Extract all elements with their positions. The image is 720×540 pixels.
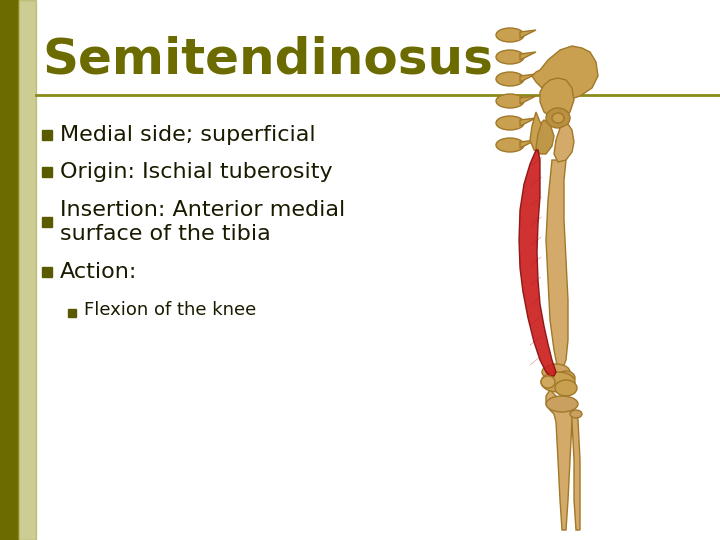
Polygon shape <box>532 46 598 100</box>
Polygon shape <box>572 412 580 530</box>
Ellipse shape <box>496 50 524 64</box>
Ellipse shape <box>542 364 570 380</box>
Polygon shape <box>520 30 536 38</box>
Ellipse shape <box>546 108 570 128</box>
Ellipse shape <box>496 138 524 152</box>
Polygon shape <box>520 118 536 126</box>
Polygon shape <box>546 160 568 370</box>
Polygon shape <box>536 120 554 154</box>
Bar <box>42 217 52 227</box>
Ellipse shape <box>496 94 524 108</box>
Text: Medial side; superficial: Medial side; superficial <box>60 125 315 145</box>
Polygon shape <box>520 52 536 60</box>
Ellipse shape <box>552 113 564 123</box>
Ellipse shape <box>546 396 578 412</box>
Text: Flexion of the knee: Flexion of the knee <box>84 301 256 319</box>
Text: Action:: Action: <box>60 262 138 282</box>
Polygon shape <box>520 96 536 104</box>
Polygon shape <box>540 78 574 120</box>
Ellipse shape <box>541 372 575 392</box>
Text: Insertion: Anterior medial
surface of the tibia: Insertion: Anterior medial surface of th… <box>60 200 346 245</box>
Bar <box>42 267 52 277</box>
Text: Semitendinosus: Semitendinosus <box>42 36 493 84</box>
Polygon shape <box>530 112 550 152</box>
Text: Origin: Ischial tuberosity: Origin: Ischial tuberosity <box>60 162 333 182</box>
Ellipse shape <box>557 371 575 385</box>
Polygon shape <box>520 74 536 82</box>
Bar <box>42 130 52 140</box>
Ellipse shape <box>496 72 524 86</box>
Polygon shape <box>554 124 574 162</box>
Ellipse shape <box>496 116 524 130</box>
Ellipse shape <box>570 410 582 418</box>
Bar <box>68 309 76 317</box>
Ellipse shape <box>541 376 555 388</box>
Polygon shape <box>520 140 536 148</box>
Polygon shape <box>519 150 556 376</box>
Bar <box>42 167 52 177</box>
Bar <box>18 0 36 540</box>
Ellipse shape <box>496 28 524 42</box>
Bar <box>0 0 18 540</box>
Polygon shape <box>546 390 574 530</box>
Ellipse shape <box>555 380 577 396</box>
